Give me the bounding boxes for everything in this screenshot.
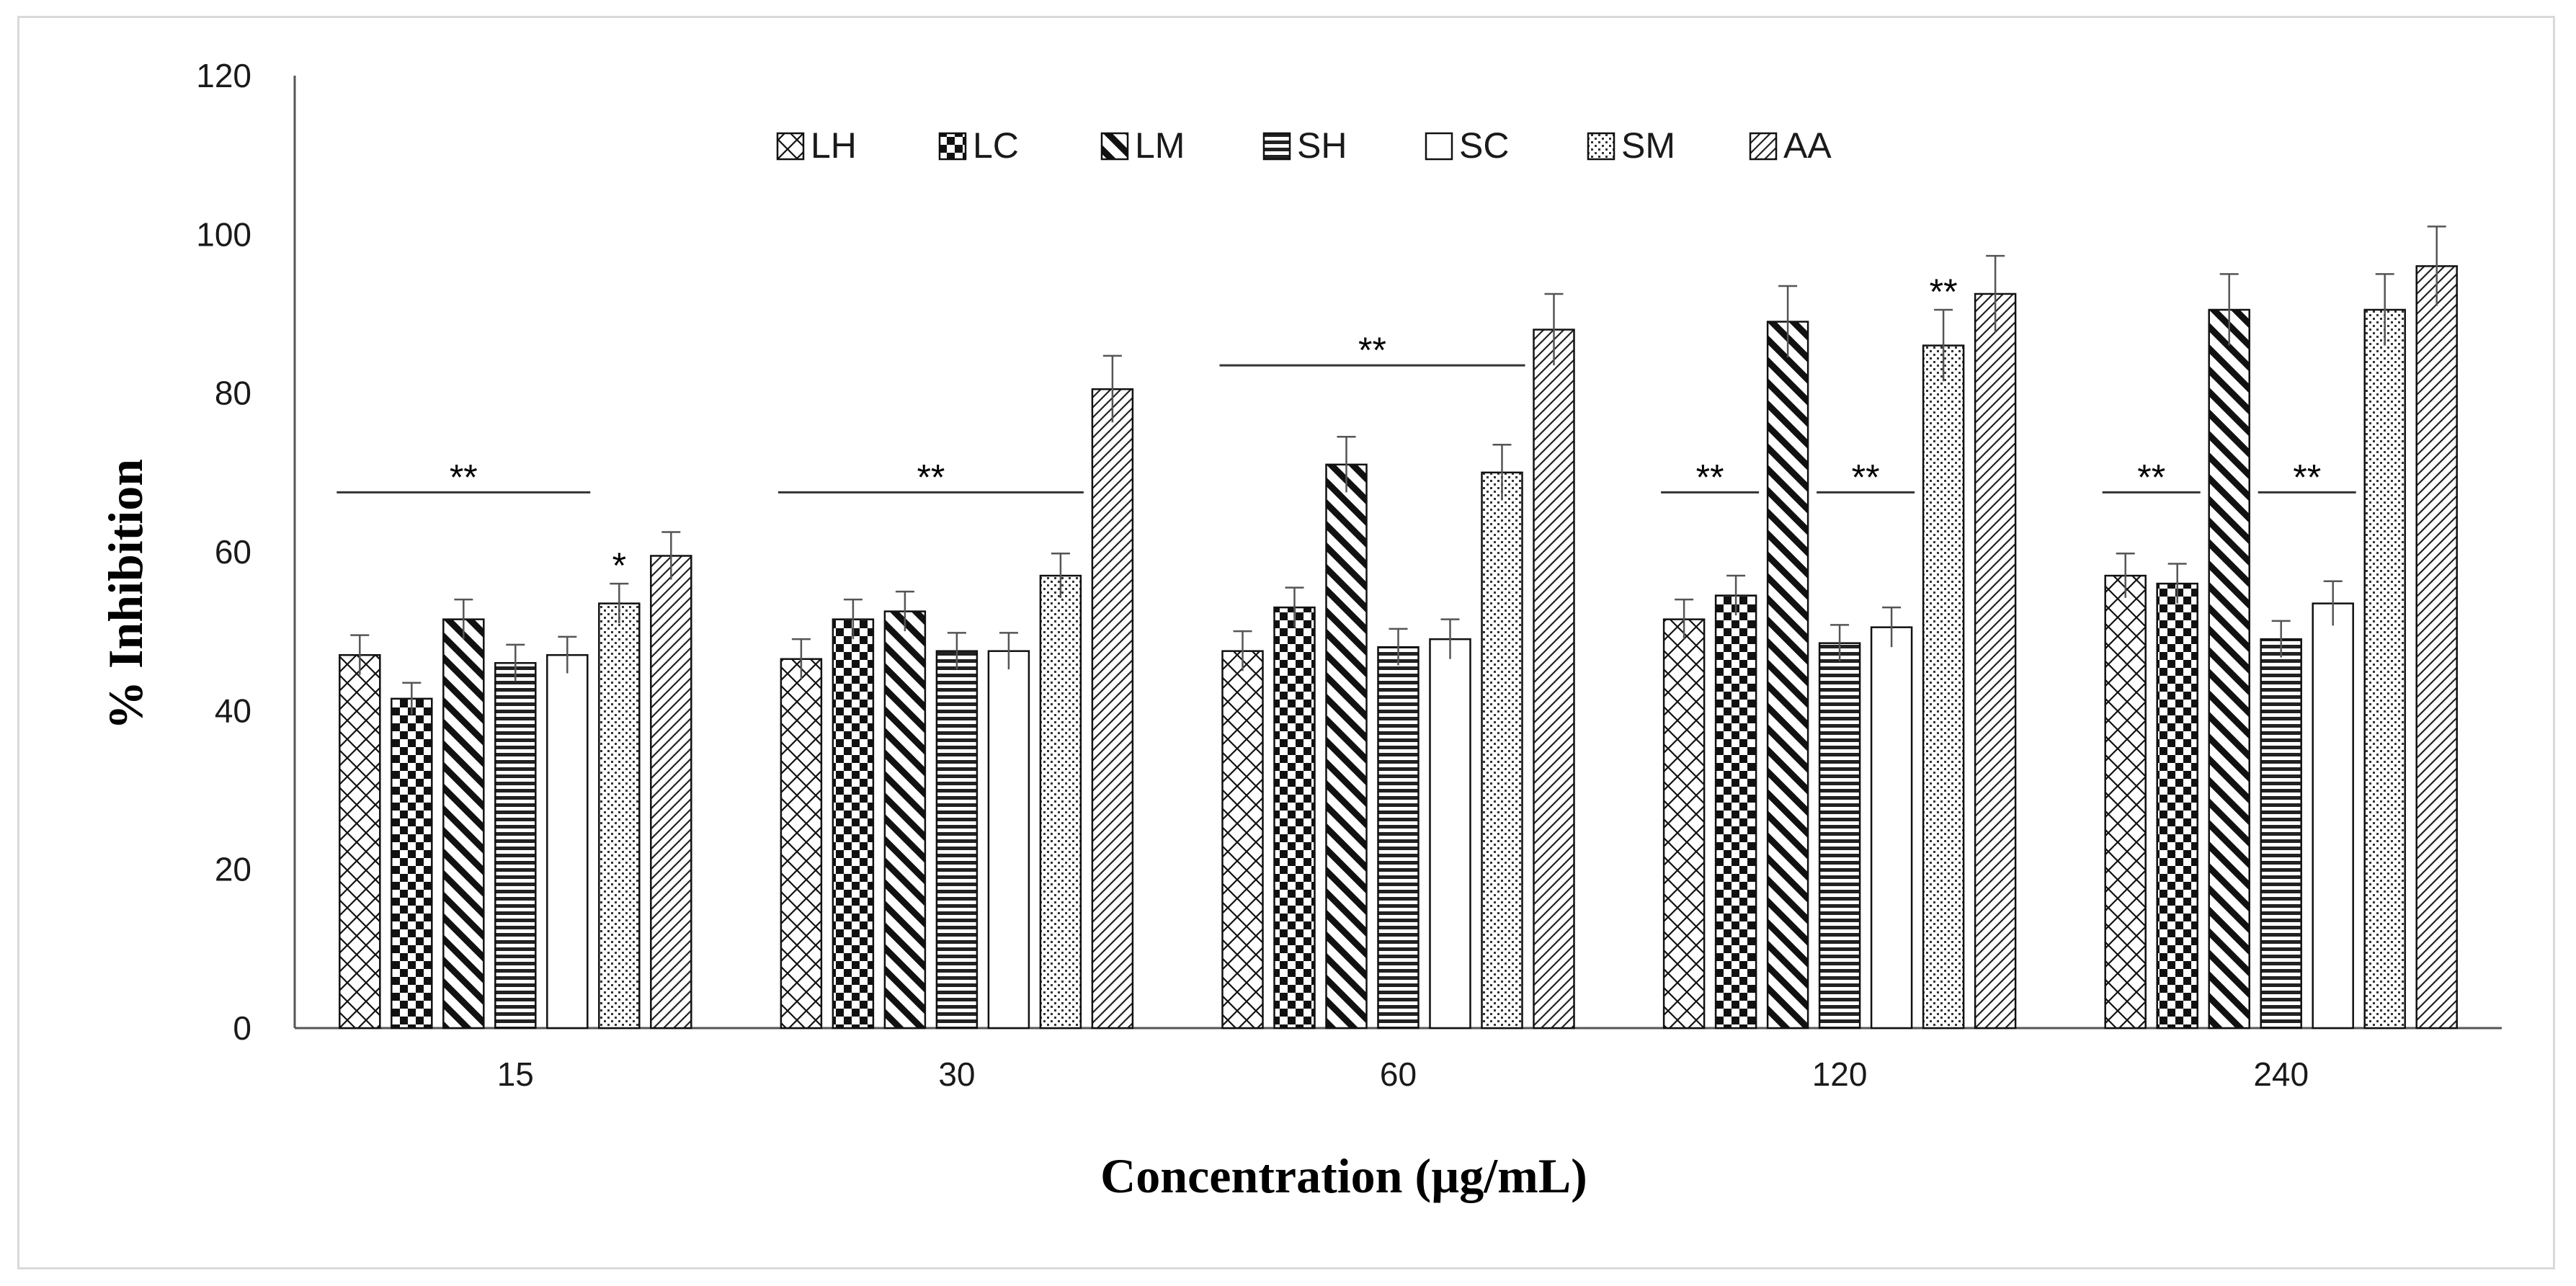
y-tick-label: 0	[233, 1009, 251, 1047]
significance-label: **	[917, 457, 945, 497]
bar-lm	[442, 618, 485, 1030]
bar-lm	[1766, 321, 1809, 1030]
significance-label: **	[1930, 272, 1958, 312]
bar-lc	[832, 618, 875, 1030]
legend-label-sc: SC	[1459, 125, 1509, 166]
legend-label-sh: SH	[1297, 125, 1347, 166]
y-tick-label: 120	[196, 57, 251, 94]
bar-sh	[494, 661, 537, 1030]
y-tick-label: 40	[215, 692, 251, 729]
bar-aa	[1974, 293, 2017, 1030]
legend-swatch-sc	[1425, 132, 1453, 161]
bar-sh	[1818, 642, 1861, 1030]
bar-sc	[2312, 602, 2354, 1030]
x-axis-title: Concentration (µg/mL)	[1100, 1148, 1587, 1203]
significance-label: **	[2293, 457, 2321, 497]
significance-label: *	[612, 545, 626, 586]
y-tick-label: 80	[215, 375, 251, 412]
significance-annotations: ********* ****** **	[337, 272, 2356, 586]
bar-sc	[1429, 638, 1471, 1030]
bar-sm	[1039, 574, 1082, 1030]
legend-swatch-lc	[938, 132, 967, 161]
y-tick-label: 100	[196, 215, 251, 253]
x-tick-label: 240	[2253, 1055, 2309, 1093]
x-tick-label: 30	[938, 1055, 975, 1093]
bar-lm	[1325, 463, 1368, 1030]
legend-swatch-lh	[776, 132, 805, 161]
bar-lh	[780, 658, 823, 1030]
significance-label: **	[1852, 457, 1880, 497]
bar-lh	[339, 653, 381, 1030]
legend-label-lm: LM	[1135, 125, 1185, 166]
legend-swatch-aa	[1749, 132, 1778, 161]
legend-swatch-sm	[1587, 132, 1615, 161]
bar-sc	[546, 653, 589, 1030]
bar-sh	[935, 650, 979, 1030]
bar-sm	[1481, 471, 1523, 1030]
bar-sm	[1922, 344, 1965, 1030]
significance-label: **	[2137, 457, 2165, 497]
bar-sm	[2363, 308, 2406, 1030]
bar-lm	[883, 610, 927, 1030]
bar-aa	[2415, 265, 2458, 1030]
bar-sm	[598, 602, 641, 1030]
significance-label: **	[1696, 457, 1724, 497]
significance-label: **	[450, 457, 478, 497]
bar-lh	[2104, 574, 2147, 1030]
bar-lc	[1273, 606, 1316, 1030]
x-tick-label: 15	[497, 1055, 534, 1093]
bar-sc	[1870, 626, 1913, 1030]
bar-lh	[1662, 618, 1706, 1030]
bar-sh	[2260, 638, 2302, 1030]
legend: LH LC LM SH SC SM AA	[776, 125, 1832, 166]
x-tick-label: 120	[1812, 1055, 1868, 1093]
x-tick-label: 60	[1380, 1055, 1417, 1093]
legend-label-sm: SM	[1621, 125, 1675, 166]
legend-label-aa: AA	[1783, 125, 1832, 166]
bar-aa	[650, 555, 692, 1030]
bar-lc	[2156, 582, 2198, 1030]
bar-sh	[1377, 646, 1420, 1030]
bar-lh	[1221, 650, 1264, 1030]
bars	[339, 226, 2458, 1030]
bar-sc	[987, 650, 1030, 1030]
legend-swatch-sh	[1262, 132, 1291, 161]
chart-frame: 0 20 40 60 80 100 120 15 30 60 120 240 ** * ** ** ** ** *…	[17, 16, 2555, 1269]
bar-lc	[1714, 594, 1757, 1030]
bar-lc	[391, 697, 433, 1030]
y-axis-title: % Inhibition	[98, 459, 153, 730]
bar-aa	[1091, 388, 1134, 1030]
legend-label-lc: LC	[973, 125, 1019, 166]
bar-aa	[1533, 329, 1575, 1030]
legend-swatch-lm	[1100, 132, 1129, 161]
significance-label: **	[1358, 330, 1386, 370]
bar-lm	[2208, 308, 2250, 1030]
y-tick-label: 60	[215, 533, 251, 571]
y-tick-label: 20	[215, 851, 251, 888]
legend-label-lh: LH	[811, 125, 857, 166]
